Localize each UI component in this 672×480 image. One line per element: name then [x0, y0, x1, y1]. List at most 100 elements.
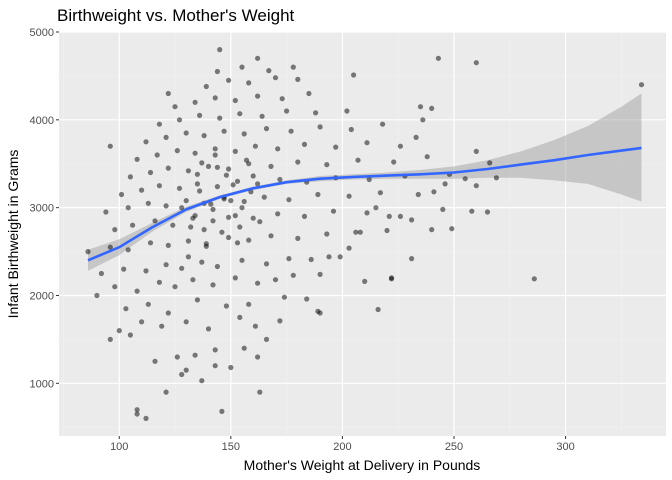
scatter-point — [134, 407, 140, 413]
scatter-point — [203, 243, 209, 249]
scatter-point — [183, 367, 189, 373]
scatter-point — [391, 159, 397, 165]
scatter-point — [205, 326, 212, 332]
scatter-point — [130, 222, 136, 228]
scatter-point — [127, 332, 133, 338]
scatter-point — [263, 126, 270, 132]
scatter-point — [462, 176, 468, 182]
scatter-point — [266, 68, 272, 74]
scatter-point — [194, 181, 200, 187]
scatter-point — [174, 148, 180, 154]
scatter-point — [255, 93, 261, 99]
scatter-point — [469, 208, 475, 214]
x-axis-title: Mother's Weight at Delivery in Pounds — [244, 457, 481, 473]
smooth-trend-line — [87, 146, 642, 262]
scatter-point — [232, 97, 238, 104]
scatter-point — [268, 163, 274, 169]
scatter-point — [179, 265, 185, 271]
scatter-point — [344, 108, 350, 114]
scatter-point — [384, 227, 390, 234]
scatter-point — [176, 185, 183, 191]
scatter-point — [272, 75, 279, 81]
scatter-point — [241, 345, 247, 351]
scatter-point — [424, 154, 430, 160]
scatter-point — [239, 64, 245, 70]
scatter-point — [163, 389, 169, 395]
scatter-point — [317, 271, 323, 277]
scatter-point — [221, 128, 227, 134]
scatter-point — [123, 306, 129, 312]
points-layer — [85, 47, 645, 421]
scatter-point — [107, 143, 113, 149]
scatter-point — [348, 126, 354, 133]
scatter-point — [199, 160, 205, 166]
scatter-point — [94, 292, 100, 299]
scatter-point — [223, 303, 229, 309]
scatter-point — [121, 266, 127, 272]
scatter-point — [473, 183, 479, 189]
scatter-point — [226, 234, 232, 241]
scatter-point — [355, 157, 361, 163]
scatter-point — [364, 210, 370, 216]
scatter-point — [185, 238, 191, 244]
x-tick-label: 250 — [445, 441, 463, 453]
scatter-point — [246, 301, 252, 307]
scatter-point — [185, 168, 191, 174]
scatter-point — [179, 371, 185, 378]
scatter-point — [208, 201, 214, 207]
scatter-point — [252, 143, 258, 149]
scatter-point — [165, 165, 171, 171]
scatter-point — [362, 278, 368, 284]
scatter-point — [301, 213, 308, 219]
scatter-point — [255, 280, 261, 286]
scatter-point — [118, 191, 125, 198]
scatter-point — [183, 319, 189, 325]
scatter-point — [377, 190, 383, 196]
scatter-point — [107, 336, 113, 342]
scatter-point — [431, 189, 437, 195]
scatter-point — [230, 182, 236, 188]
scatter-point — [116, 328, 122, 334]
y-axis-title: Infant Birthweight in Grams — [5, 150, 21, 319]
scatter-point — [279, 96, 285, 102]
scatter-point — [255, 181, 261, 187]
scatter-point — [134, 156, 140, 162]
scatter-point — [226, 77, 232, 83]
scatter-point — [353, 229, 359, 235]
scatter-point — [241, 131, 247, 137]
scatter-point — [272, 277, 279, 283]
scatter-point — [190, 277, 196, 283]
scatter-point — [638, 82, 645, 88]
scatter-point — [290, 64, 296, 70]
scatter-point — [226, 214, 232, 220]
scatter-point — [366, 176, 372, 183]
scatter-point — [219, 408, 225, 414]
scatter-point — [192, 213, 198, 219]
scatter-point — [330, 208, 337, 214]
scatter-point — [259, 113, 265, 119]
smooth-line-layer — [87, 146, 642, 262]
scatter-point — [324, 162, 330, 168]
y-tick-label: 3000 — [30, 203, 54, 215]
scatter-point — [295, 235, 301, 241]
scatter-point — [176, 117, 183, 123]
scatter-point — [145, 200, 151, 206]
scatter-point — [252, 323, 258, 329]
scatter-point — [288, 128, 294, 134]
scatter-point — [255, 354, 261, 360]
scatter-point — [219, 229, 225, 235]
scatter-point — [192, 99, 198, 105]
x-tick-label: 200 — [333, 441, 351, 453]
scatter-point — [212, 146, 218, 152]
scatter-point — [277, 176, 283, 183]
scatter-point — [255, 55, 261, 61]
scatter-point — [194, 171, 200, 177]
scatter-point — [286, 256, 292, 262]
scatter-point — [192, 150, 198, 156]
scatter-point — [145, 301, 151, 307]
scatter-point — [380, 121, 386, 127]
scatter-point — [364, 140, 370, 146]
scatter-point — [156, 121, 162, 127]
scatter-point — [143, 268, 149, 274]
scatter-point — [183, 130, 189, 136]
